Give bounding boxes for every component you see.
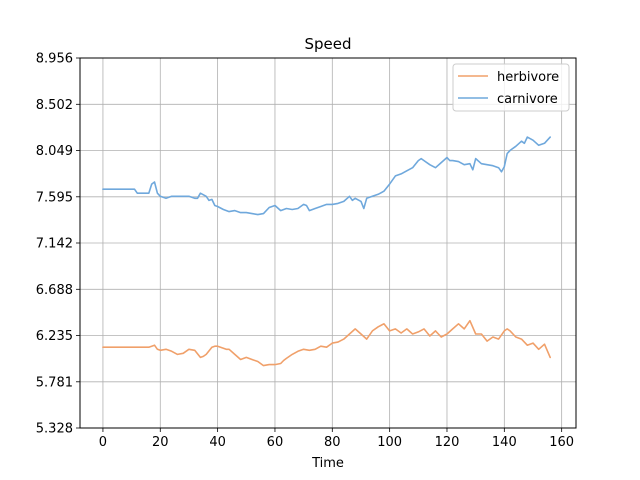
x-tick-label: 60 [267, 435, 284, 450]
y-tick-label: 6.235 [36, 329, 73, 344]
tick-layer: 0 20 40 60 80 100 120 140 160 5.328 5.781 6.235 6.68… [36, 52, 574, 451]
series-line-herbivore [102, 319, 552, 367]
series-line-carnivore [102, 136, 552, 216]
x-tick-label: 20 [152, 435, 169, 450]
legend: herbivore carnivore [452, 63, 570, 112]
legend-label-herbivore: herbivore [497, 70, 559, 85]
y-tick-label: 8.049 [36, 144, 73, 159]
y-tick-label: 6.688 [36, 283, 73, 298]
x-tick-label: 100 [377, 435, 402, 450]
x-axis-label: Time [311, 456, 344, 471]
grid-layer [80, 57, 576, 429]
legend-label-carnivore: carnivore [497, 92, 558, 107]
y-tick-label: 7.142 [36, 237, 73, 252]
x-tick-label: 40 [209, 435, 226, 450]
y-tick-label: 7.595 [36, 190, 73, 205]
y-tick-label: 5.328 [36, 422, 73, 437]
x-tick-label: 0 [99, 435, 107, 450]
series-layer [102, 136, 552, 367]
y-tick-label: 5.781 [36, 375, 73, 390]
x-tick-label: 120 [435, 435, 460, 450]
x-tick-label: 160 [549, 435, 574, 450]
x-tick-label: 80 [324, 435, 341, 450]
chart-title: Speed [304, 35, 351, 53]
y-tick-label: 8.502 [36, 98, 73, 113]
y-tick-label: 8.956 [36, 52, 73, 67]
x-tick-label: 140 [492, 435, 517, 450]
